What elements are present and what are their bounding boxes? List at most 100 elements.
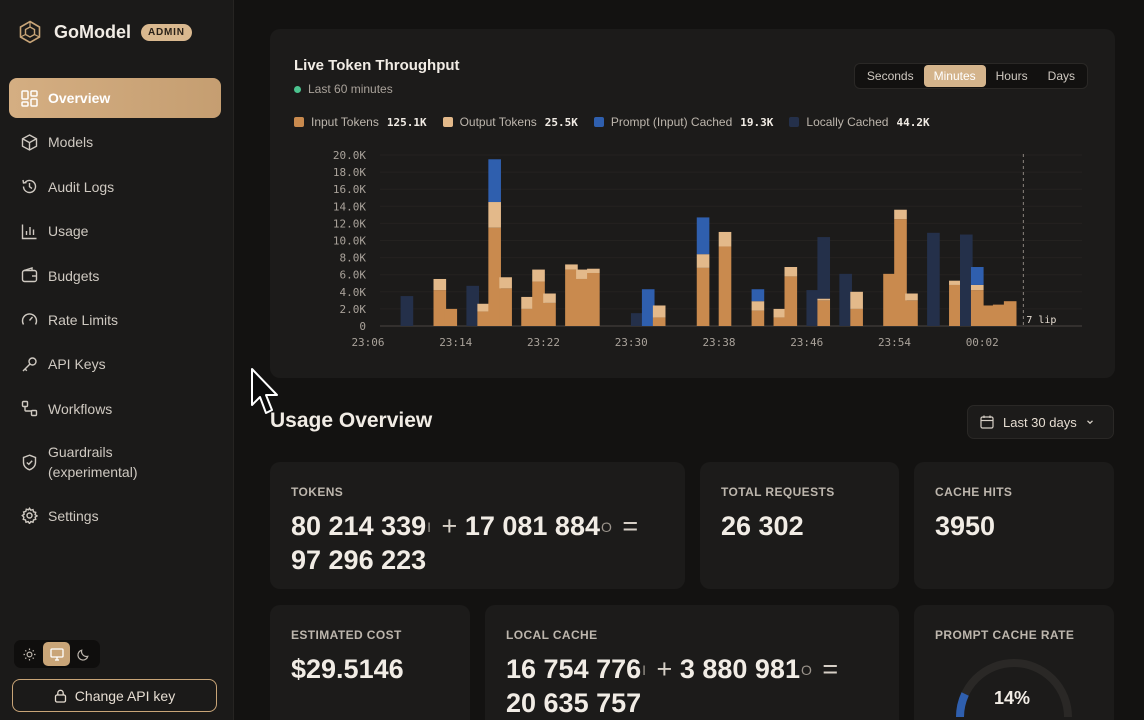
bar-segment: [652, 317, 666, 326]
bar-segment: [949, 284, 962, 326]
bar-segment: [894, 209, 907, 220]
bar-segment: [477, 303, 490, 312]
bar-segment: [981, 305, 995, 326]
total-requests-value: 26 302: [721, 511, 804, 541]
y-tick-label: 0: [359, 320, 366, 333]
legend-swatch: [294, 117, 304, 127]
sidebar-item-usage[interactable]: Usage: [9, 211, 221, 251]
sidebar: GoModel ADMIN Overview Models Audit Logs: [0, 0, 234, 720]
chevron-down-icon: [1085, 417, 1095, 427]
legend-item-locally-cached[interactable]: Locally Cached 44.2K: [789, 115, 930, 129]
bar-segment: [532, 269, 545, 282]
mouse-cursor-icon: [251, 368, 278, 414]
bar-segment: [773, 308, 787, 318]
bar-segment: [433, 290, 447, 326]
tab-seconds[interactable]: Seconds: [866, 69, 914, 83]
y-tick-label: 16.0K: [333, 183, 366, 196]
change-api-key-label: Change API key: [74, 687, 176, 704]
bar-segment: [817, 237, 831, 299]
legend-item-input-tokens[interactable]: Input Tokens 125.1K: [294, 115, 427, 129]
cache-hits-value: 3950: [935, 511, 996, 541]
sidebar-item-label: API Keys: [48, 356, 106, 373]
bar-segment: [521, 296, 534, 309]
lock-icon: [54, 689, 67, 703]
local-cache-output-mark: O: [800, 662, 812, 678]
gear-icon: [20, 507, 38, 525]
moon-icon: [77, 648, 89, 661]
throughput-card: Live Token Throughput Last 60 minutes Se…: [270, 29, 1115, 378]
legend-label: Prompt (Input) Cached: [610, 115, 733, 129]
x-tick-label: 23:22: [527, 336, 560, 349]
sidebar-item-api-keys[interactable]: API Keys: [9, 344, 221, 384]
bar-segment: [850, 308, 863, 326]
key-icon: [20, 355, 38, 373]
y-tick-label: 18.0K: [333, 166, 366, 179]
bar-segment: [960, 234, 973, 326]
sidebar-item-label: Workflows: [48, 400, 113, 417]
sidebar-item-label: Rate Limits: [48, 311, 119, 328]
bar-segment: [905, 300, 918, 326]
legend-item-prompt-cached[interactable]: Prompt (Input) Cached 19.3K: [593, 115, 773, 129]
bar-segment: [970, 284, 984, 291]
y-tick-label: 2.0K: [340, 303, 367, 316]
sidebar-item-label: Budgets: [48, 267, 100, 284]
bar-segment: [970, 267, 984, 285]
bar-segment: [652, 305, 666, 318]
brand[interactable]: GoModel ADMIN: [18, 18, 192, 46]
sidebar-item-settings[interactable]: Settings: [9, 496, 221, 536]
sidebar-item-audit-logs[interactable]: Audit Logs: [9, 167, 221, 207]
legend-value: 44.2K: [896, 115, 930, 129]
calendar-icon: [980, 415, 994, 429]
bar-segment: [894, 219, 907, 326]
prompt-cache-rate-card: PROMPT CACHE RATE 14%: [914, 605, 1114, 720]
local-cache-value: 16 754 776I + 3 880 981O = 20 635 757: [506, 653, 838, 720]
admin-badge: ADMIN: [141, 23, 192, 41]
sidebar-item-workflows[interactable]: Workflows: [9, 389, 221, 429]
theme-light-button[interactable]: [16, 642, 43, 666]
tooltip-fragment: 7 lip: [1026, 315, 1056, 326]
bar-segment: [565, 264, 578, 270]
y-tick-label: 6.0K: [340, 269, 367, 282]
x-tick-label: 23:14: [439, 336, 472, 349]
bar-segment: [850, 291, 863, 309]
stat-label: TOKENS: [291, 485, 344, 499]
tab-hours[interactable]: Hours: [995, 69, 1028, 83]
cache-rate-gauge: [956, 659, 1072, 718]
sidebar-item-models[interactable]: Models: [9, 122, 221, 162]
bar-chart-icon: [20, 222, 38, 240]
sidebar-item-guardrails[interactable]: Guardrails (experimental): [9, 433, 221, 491]
period-select[interactable]: Last 30 days: [967, 405, 1114, 439]
bar-segment: [751, 301, 765, 311]
bar-segment: [696, 267, 710, 326]
legend-item-output-tokens[interactable]: Output Tokens 25.5K: [442, 115, 578, 129]
gauge-track: [956, 659, 1072, 718]
total-requests-card: TOTAL REQUESTS 26 302: [700, 462, 899, 589]
x-tick-label: 23:46: [790, 336, 823, 349]
legend-label: Locally Cached: [806, 115, 889, 129]
plus-sign: +: [656, 654, 673, 684]
x-tick-label: 23:38: [702, 336, 735, 349]
throughput-chart[interactable]: 0 2.0K 4.0K 6.0K 8.0K 10.0K 12.0K 14.0K 16.0K 18.…: [270, 144, 1115, 374]
bar-segment: [1003, 301, 1017, 326]
theme-dark-button[interactable]: [70, 642, 97, 666]
sidebar-item-label: Audit Logs: [48, 178, 115, 195]
y-tick-label: 12.0K: [333, 217, 366, 230]
tab-minutes[interactable]: Minutes: [923, 65, 986, 87]
sidebar-item-rate-limits[interactable]: Rate Limits: [9, 300, 221, 340]
usage-overview-title: Usage Overview: [270, 409, 433, 432]
change-api-key-button[interactable]: Change API key: [12, 679, 217, 712]
legend-value: 25.5K: [544, 115, 578, 129]
bar-segment: [883, 273, 896, 326]
monitor-icon: [49, 647, 64, 661]
sidebar-item-overview[interactable]: Overview: [9, 78, 221, 118]
local-cache-output: 3 880 981: [679, 654, 800, 684]
sidebar-item-budgets[interactable]: Budgets: [9, 256, 221, 296]
theme-system-button[interactable]: [43, 642, 70, 666]
stat-label: LOCAL CACHE: [506, 628, 598, 642]
legend-swatch: [442, 117, 453, 127]
x-tick-label: 00:02: [966, 336, 999, 349]
tab-days[interactable]: Days: [1047, 69, 1075, 83]
bar-segment: [718, 246, 732, 326]
bar-segment: [751, 310, 765, 326]
range-tabs: Seconds Minutes Hours Days: [853, 63, 1088, 89]
